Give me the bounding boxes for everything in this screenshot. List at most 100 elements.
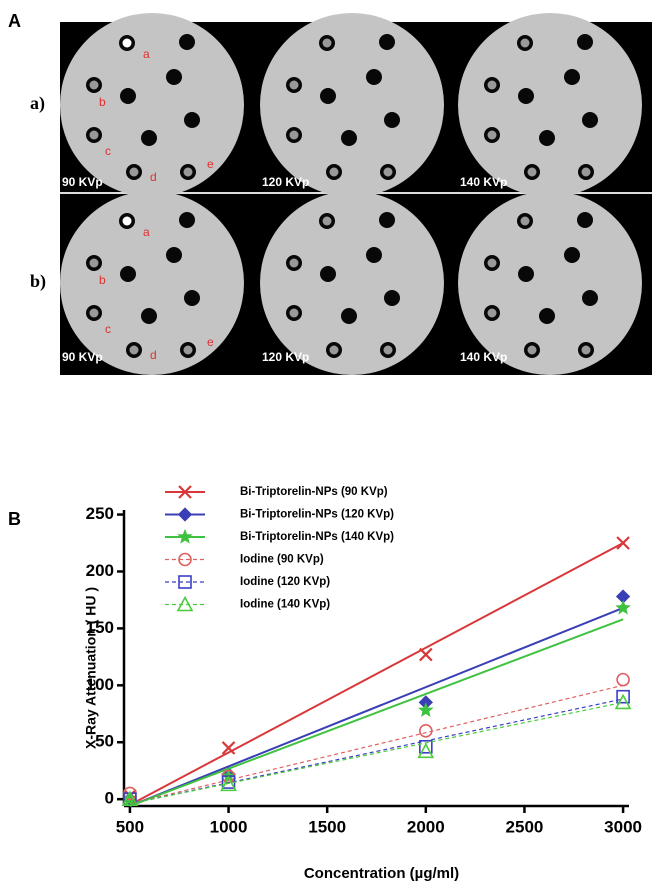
insert-ring [527, 345, 537, 355]
insert [564, 247, 580, 263]
y-tick-label: 100 [86, 675, 114, 694]
legend-label: Bi-Triptorelin-NPs (90 KVp) [240, 486, 388, 498]
legend-label: Bi-Triptorelin-NPs (140 KVp) [240, 531, 394, 543]
insert-ring [289, 130, 299, 140]
insert-ring [122, 38, 132, 48]
insert [539, 130, 555, 146]
marker [614, 693, 632, 710]
kvp-label: 90 KVp [62, 350, 103, 364]
fit-line [129, 684, 624, 805]
insert [120, 88, 136, 104]
insert-ring [527, 167, 537, 177]
insert [577, 34, 593, 50]
insert-ring [289, 308, 299, 318]
insert [179, 212, 195, 228]
phantom [458, 191, 642, 375]
insert-letter: b [99, 95, 106, 109]
y-axis-title: X-Ray Attenuation ( HU ) [83, 587, 99, 749]
insert-ring [581, 167, 591, 177]
legend-marker [177, 528, 193, 544]
insert-ring [487, 308, 497, 318]
marker [221, 741, 236, 755]
insert [518, 88, 534, 104]
x-tick-label: 1500 [308, 817, 346, 836]
insert-ring [329, 345, 339, 355]
y-tick-label: 50 [95, 732, 114, 751]
fit-line [129, 701, 624, 805]
marker [419, 739, 433, 754]
insert-ring [183, 167, 193, 177]
marker [417, 742, 435, 759]
x-axis-title: Concentration (µg/ml) [304, 865, 459, 882]
row-label: a) [30, 93, 45, 114]
insert-ring [129, 345, 139, 355]
insert-ring [581, 345, 591, 355]
insert [384, 290, 400, 306]
y-tick-label: 200 [86, 561, 114, 580]
legend-label: Iodine (120 KVp) [240, 576, 330, 588]
insert [384, 112, 400, 128]
legend-marker [177, 507, 193, 522]
insert-ring [383, 167, 393, 177]
legend-marker [176, 595, 194, 612]
insert-ring [322, 38, 332, 48]
insert-letter: a [143, 225, 150, 239]
insert-ring [487, 130, 497, 140]
insert-ring [89, 308, 99, 318]
insert-ring [520, 216, 530, 226]
insert-ring [289, 258, 299, 268]
x-tick-label: 2000 [407, 817, 445, 836]
insert [518, 266, 534, 282]
y-tick-label: 0 [105, 789, 114, 808]
fit-line [129, 698, 624, 805]
x-tick-label: 3000 [604, 817, 642, 836]
insert-ring [89, 80, 99, 90]
kvp-label: 140 KVp [460, 175, 507, 189]
insert [141, 130, 157, 146]
insert [577, 212, 593, 228]
insert-letter: b [99, 273, 106, 287]
kvp-label: 140 KVp [460, 350, 507, 364]
phantom [60, 13, 244, 197]
insert-ring [329, 167, 339, 177]
phantom [458, 13, 642, 197]
insert-letter: d [150, 170, 157, 184]
legend-marker [178, 552, 192, 567]
y-tick-label: 150 [86, 618, 114, 637]
insert [366, 69, 382, 85]
x-tick-label: 2500 [506, 817, 544, 836]
x-tick-label: 500 [116, 817, 144, 836]
insert [582, 112, 598, 128]
row-label: b) [30, 271, 46, 292]
insert [184, 112, 200, 128]
kvp-label: 120 KVp [262, 350, 309, 364]
y-tick-label: 250 [86, 504, 114, 523]
insert-ring [520, 38, 530, 48]
insert-letter: a [143, 47, 150, 61]
marker [616, 672, 630, 687]
marker [419, 724, 433, 738]
legend-marker [178, 485, 192, 499]
marker [615, 599, 631, 615]
insert [379, 212, 395, 228]
legend-marker [178, 575, 192, 589]
insert [166, 69, 182, 85]
marker [616, 689, 630, 704]
insert [341, 308, 357, 324]
insert-ring [487, 80, 497, 90]
insert-ring [289, 80, 299, 90]
kvp-label: 120 KVp [262, 175, 309, 189]
marker [419, 647, 433, 662]
insert [539, 308, 555, 324]
insert-ring [383, 345, 393, 355]
insert-ring [89, 130, 99, 140]
insert [320, 88, 336, 104]
insert-letter: c [105, 144, 111, 158]
insert [564, 69, 580, 85]
insert-ring [129, 167, 139, 177]
insert [366, 247, 382, 263]
insert-letter: c [105, 322, 111, 336]
legend-label: Bi-Triptorelin-NPs (120 KVp) [240, 509, 394, 521]
panel-label: B [8, 509, 21, 529]
